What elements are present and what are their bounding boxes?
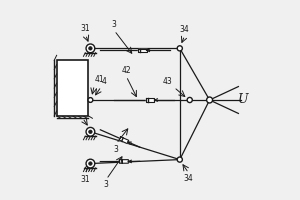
Circle shape bbox=[177, 46, 182, 51]
Text: 43: 43 bbox=[163, 77, 173, 86]
Text: 42: 42 bbox=[122, 66, 131, 75]
Polygon shape bbox=[119, 160, 128, 163]
Circle shape bbox=[89, 130, 92, 134]
Circle shape bbox=[89, 162, 92, 165]
Circle shape bbox=[177, 157, 182, 162]
Polygon shape bbox=[119, 137, 129, 144]
Text: 34: 34 bbox=[184, 174, 194, 183]
Bar bbox=[57, 60, 88, 116]
Text: 31: 31 bbox=[81, 175, 90, 184]
Circle shape bbox=[88, 98, 93, 102]
Polygon shape bbox=[138, 49, 146, 52]
Polygon shape bbox=[146, 98, 154, 102]
Circle shape bbox=[187, 97, 192, 103]
Text: 3: 3 bbox=[112, 20, 117, 29]
Text: 34: 34 bbox=[180, 25, 190, 34]
Text: 31: 31 bbox=[81, 24, 90, 33]
Circle shape bbox=[89, 47, 92, 50]
Circle shape bbox=[86, 127, 95, 136]
Circle shape bbox=[86, 159, 95, 168]
Circle shape bbox=[86, 44, 95, 53]
Text: U: U bbox=[238, 93, 249, 106]
Text: 3: 3 bbox=[114, 145, 119, 154]
Text: 4: 4 bbox=[101, 77, 106, 86]
Text: 31: 31 bbox=[78, 108, 87, 117]
Circle shape bbox=[207, 97, 213, 103]
Text: 41: 41 bbox=[94, 75, 104, 84]
Text: 3: 3 bbox=[104, 180, 109, 189]
